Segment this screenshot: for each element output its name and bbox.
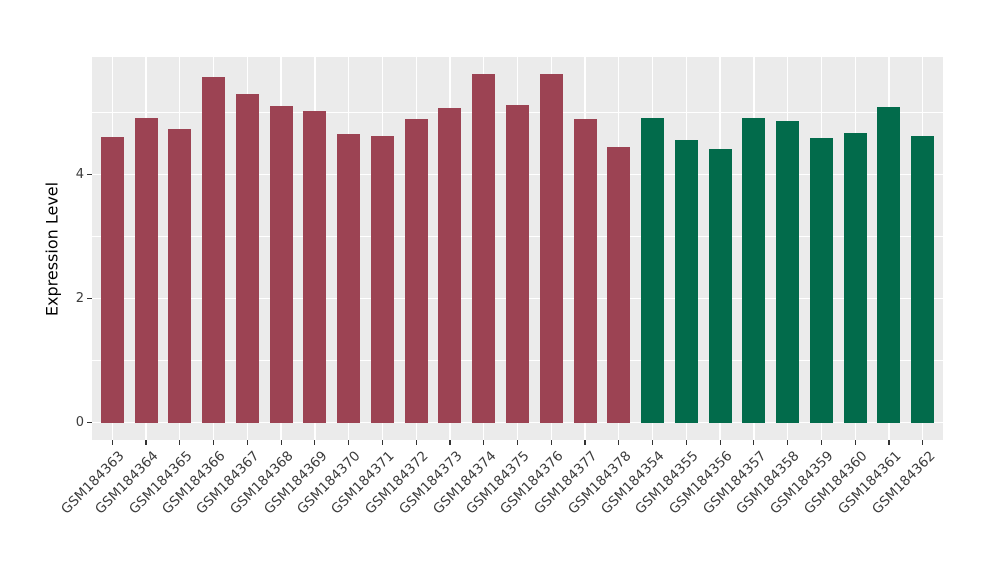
bar-GSM184373	[438, 107, 462, 423]
x-axis-tick	[550, 440, 552, 445]
bar-GSM184355	[674, 140, 698, 423]
y-axis-tick-label: 0	[75, 414, 84, 430]
chart-panel	[92, 57, 943, 440]
x-axis-tick	[381, 440, 383, 445]
x-axis-tick	[348, 440, 350, 445]
bar-GSM184378	[607, 147, 631, 423]
bar-GSM184372	[404, 118, 428, 423]
y-axis-tick	[87, 298, 92, 300]
bar-GSM184375	[506, 105, 529, 423]
bar-GSM184364	[134, 118, 158, 423]
x-axis-tick	[212, 440, 215, 445]
x-axis-tick	[888, 440, 890, 445]
x-axis-tick	[111, 440, 113, 445]
x-axis-tick	[787, 440, 789, 445]
x-axis-tick	[820, 440, 823, 445]
y-axis-tick-label: 4	[75, 166, 84, 182]
x-axis-tick	[280, 440, 282, 445]
bar-GSM184366	[202, 76, 226, 423]
bar-GSM184368	[269, 105, 293, 423]
y-axis-tick	[87, 174, 92, 176]
bar-GSM184365	[168, 128, 192, 423]
y-axis-tick-label: 2	[75, 290, 84, 306]
bar-GSM184362	[911, 135, 935, 423]
bar-GSM184376	[539, 74, 563, 423]
x-axis-tick	[618, 440, 620, 445]
x-axis-tick	[719, 440, 721, 445]
bar-GSM184371	[370, 136, 394, 423]
bar-GSM184360	[843, 133, 867, 423]
y-axis-tick	[87, 422, 92, 424]
bar-GSM184370	[337, 133, 361, 423]
x-axis-tick	[314, 440, 316, 445]
bar-GSM184357	[742, 118, 766, 423]
x-axis-tick	[854, 440, 856, 445]
x-axis-tick	[753, 440, 755, 445]
bar-GSM184358	[776, 120, 800, 423]
bar-GSM184374	[472, 73, 496, 423]
x-axis-tick	[922, 440, 924, 445]
x-axis-tick	[483, 440, 485, 445]
x-axis-tick	[246, 440, 248, 445]
x-axis-tick	[145, 440, 147, 445]
bar-GSM184367	[235, 94, 259, 423]
bar-GSM184359	[809, 137, 833, 423]
bar-GSM184369	[303, 110, 327, 423]
major-gridline	[92, 421, 943, 424]
bar-GSM184354	[641, 118, 665, 423]
x-axis-tick	[685, 440, 687, 445]
x-axis-tick	[179, 440, 181, 445]
x-axis-tick	[651, 440, 654, 445]
bar-GSM184356	[708, 149, 732, 423]
x-axis-tick	[449, 440, 451, 445]
bar-GSM184361	[877, 106, 901, 423]
x-axis-tick	[584, 440, 586, 445]
bar-GSM184363	[100, 136, 124, 423]
x-axis-tick	[516, 440, 519, 445]
x-axis-tick	[415, 440, 417, 445]
bar-GSM184377	[573, 118, 597, 423]
